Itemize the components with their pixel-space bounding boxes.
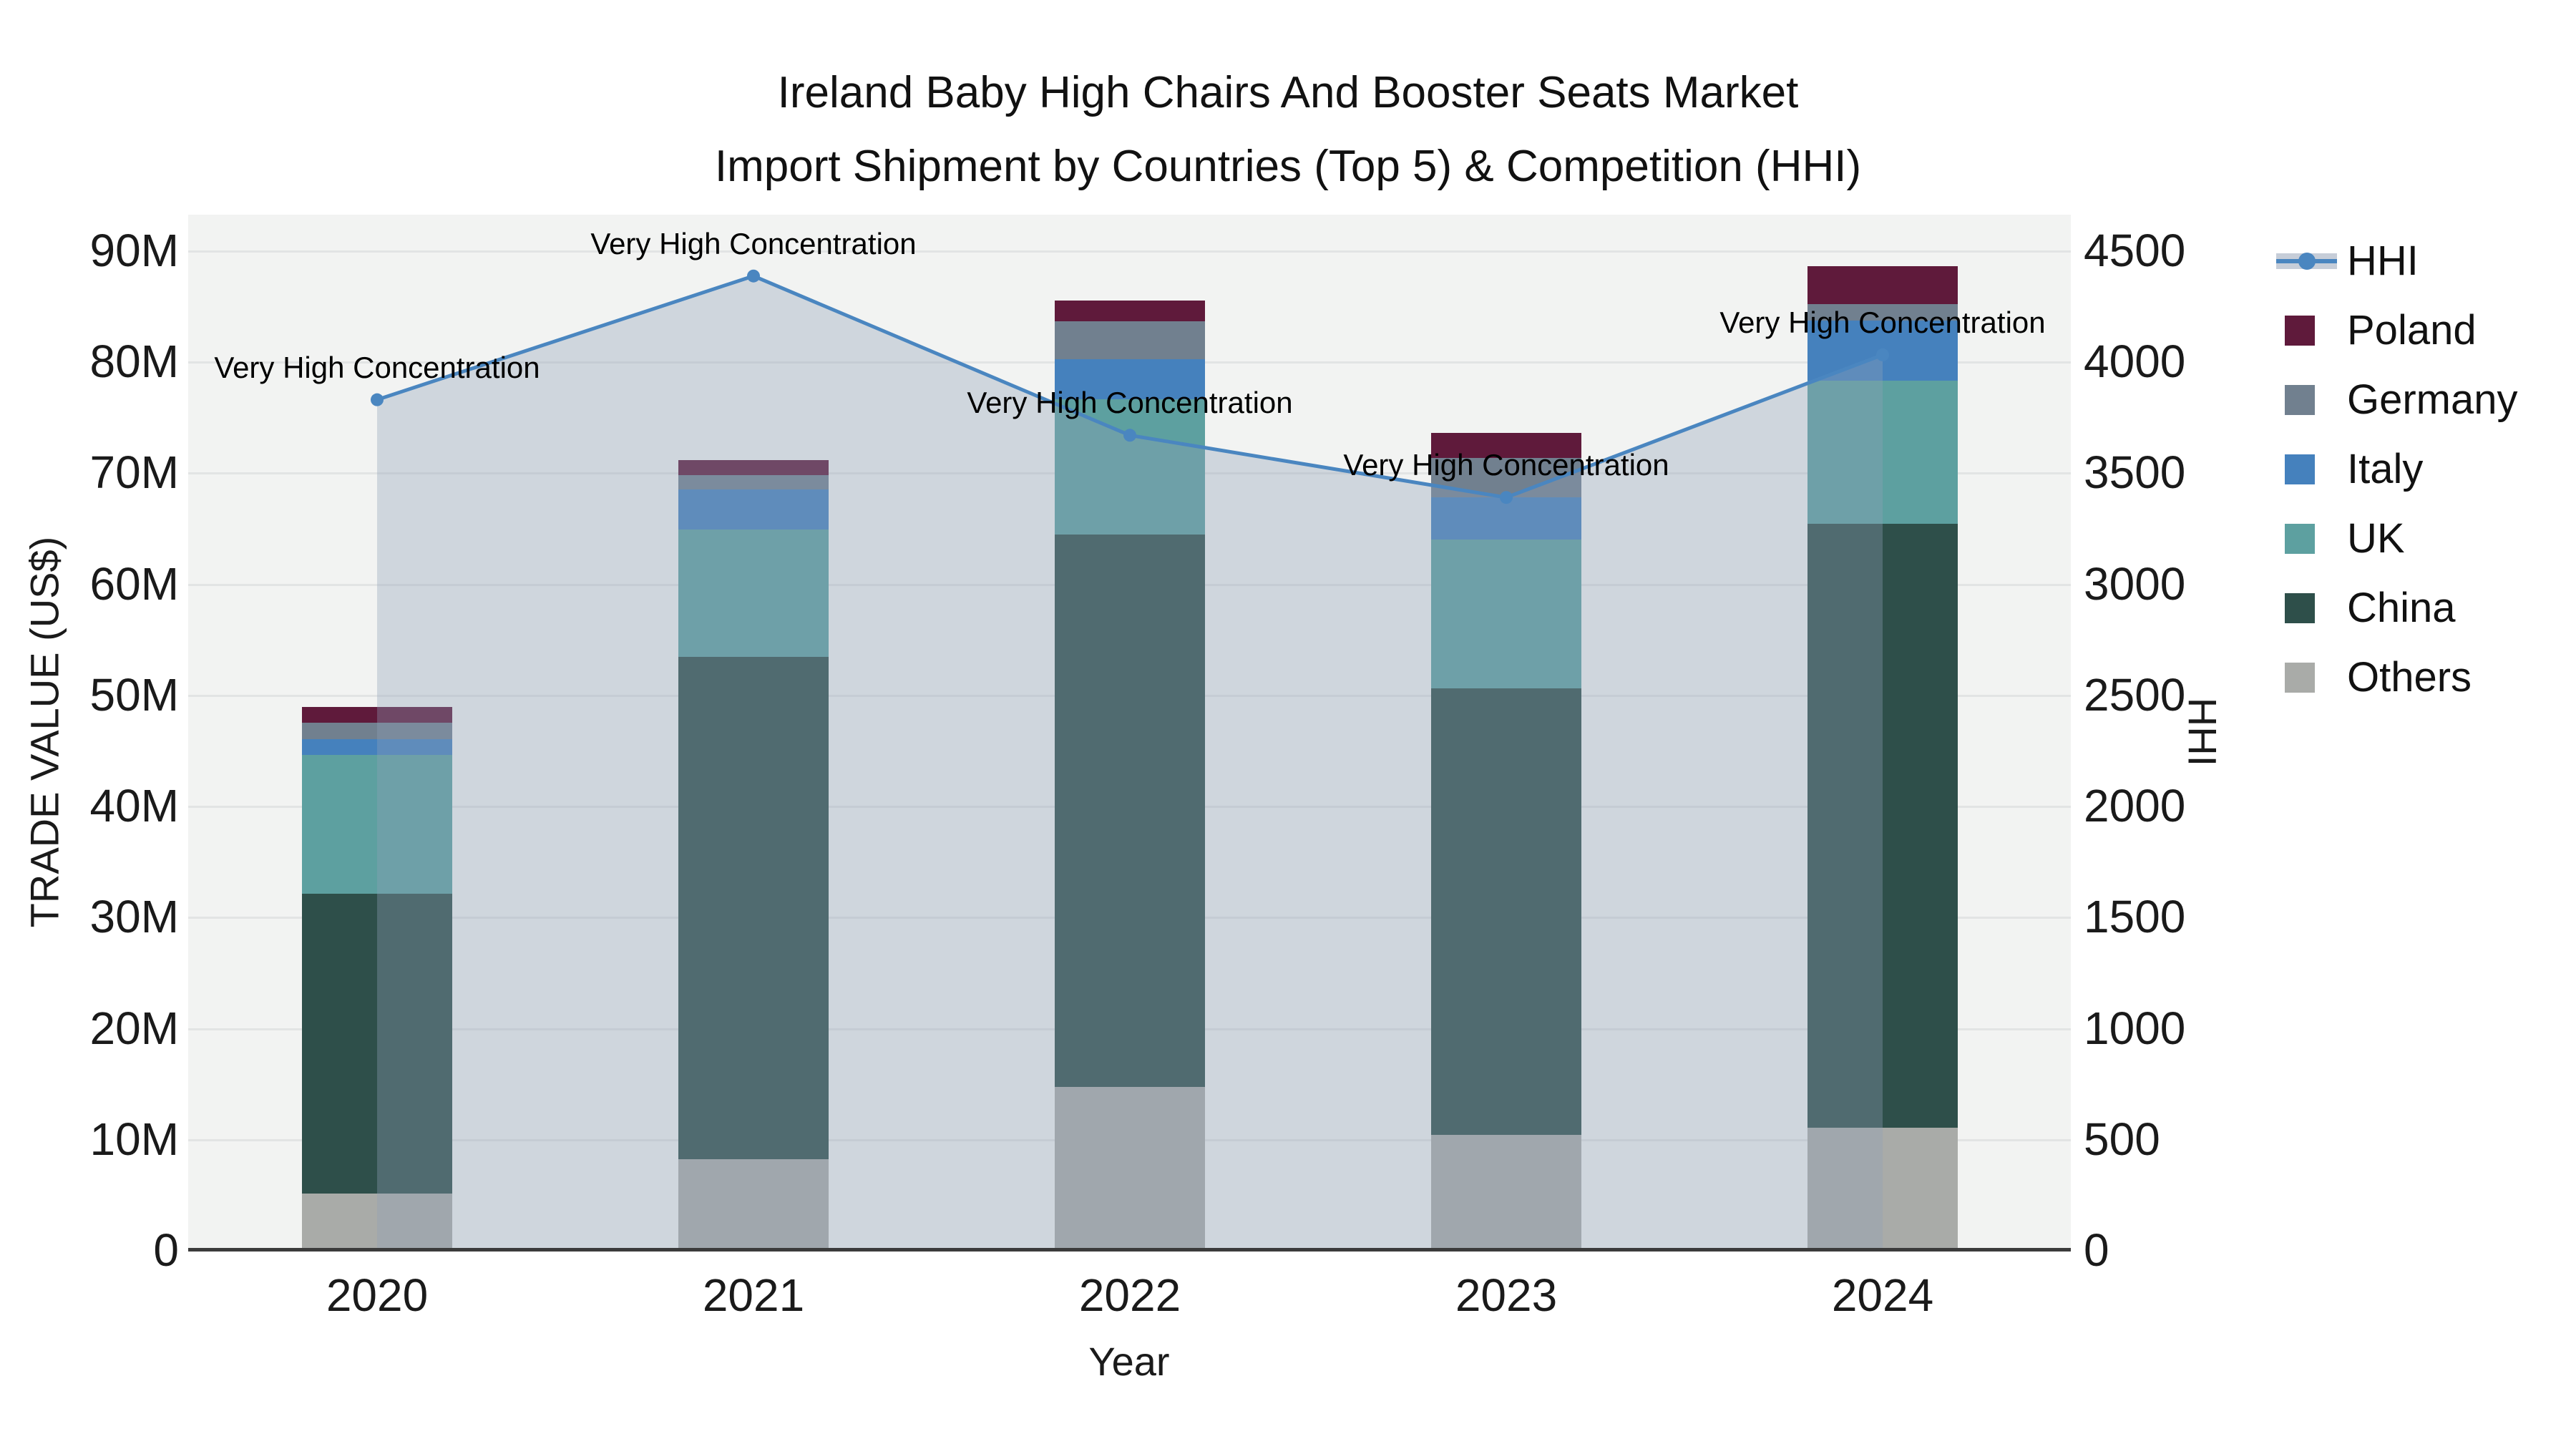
y-left-tick-20M: 20M bbox=[89, 1002, 180, 1054]
legend-swatch-icon bbox=[2276, 592, 2337, 623]
hhi-point-2022 bbox=[1123, 429, 1136, 442]
bar-germany-2021 bbox=[678, 474, 829, 489]
y-left-tick-60M: 60M bbox=[89, 557, 180, 610]
y-right-tick-1500: 1500 bbox=[2084, 891, 2186, 943]
bar-china-2024 bbox=[1807, 523, 1958, 1128]
bar-others-2020 bbox=[302, 1193, 452, 1250]
bar-others-2021 bbox=[678, 1158, 829, 1250]
legend-label: Poland bbox=[2347, 307, 2477, 353]
legend-item-others[interactable]: Others bbox=[2276, 643, 2518, 712]
hhi-area-fill bbox=[377, 275, 1883, 1250]
hhi-point-2023 bbox=[1500, 491, 1513, 504]
y-right-tick-3500: 3500 bbox=[2084, 447, 2186, 499]
bar-china-2023 bbox=[1431, 688, 1581, 1135]
y-right-tick-4500: 4500 bbox=[2084, 225, 2186, 277]
bar-poland-2022 bbox=[1055, 300, 1205, 322]
annotation-2020: Very High Concentration bbox=[214, 350, 540, 384]
legend-swatch-icon bbox=[2276, 384, 2337, 415]
plot-area: Very High Concentration Very High Concent… bbox=[188, 215, 2071, 1252]
bar-uk-2023 bbox=[1431, 539, 1581, 688]
y-right-tick-0: 0 bbox=[2084, 1224, 2109, 1276]
gridline-90M bbox=[188, 250, 2071, 253]
x-axis-line bbox=[188, 1248, 2071, 1252]
y-right-tick-4000: 4000 bbox=[2084, 336, 2186, 388]
x-tick-2022: 2022 bbox=[1078, 1269, 1181, 1321]
bar-italy-2023 bbox=[1431, 497, 1581, 540]
legend-item-poland[interactable]: Poland bbox=[2276, 296, 2518, 365]
y-left-tick-0: 0 bbox=[153, 1224, 179, 1276]
annotation-2024: Very High Concentration bbox=[1719, 305, 2046, 339]
y-right-tick-2500: 2500 bbox=[2084, 668, 2186, 721]
y-left-tick-90M: 90M bbox=[89, 225, 180, 277]
hhi-point-2024 bbox=[1876, 348, 1889, 361]
legend-label: Germany bbox=[2347, 376, 2518, 423]
annotation-2022: Very High Concentration bbox=[967, 386, 1293, 420]
hhi-point-2021 bbox=[747, 269, 760, 283]
legend-swatch-icon bbox=[2276, 454, 2337, 484]
legend-label: Italy bbox=[2347, 446, 2424, 492]
x-axis-title: Year bbox=[1088, 1339, 1170, 1384]
y-left-tick-80M: 80M bbox=[89, 336, 180, 388]
bar-uk-2021 bbox=[678, 529, 829, 658]
bar-germany-2020 bbox=[302, 722, 452, 739]
bar-poland-2020 bbox=[302, 707, 452, 723]
x-tick-2021: 2021 bbox=[702, 1269, 805, 1321]
legend-label: China bbox=[2347, 585, 2456, 631]
bar-poland-2023 bbox=[1431, 432, 1581, 459]
legend-swatch-icon bbox=[2276, 315, 2337, 346]
x-tick-2020: 2020 bbox=[326, 1269, 429, 1321]
annotation-2023: Very High Concentration bbox=[1343, 448, 1669, 482]
y-left-tick-40M: 40M bbox=[89, 780, 180, 832]
chart-title-line2: Import Shipment by Countries (Top 5) & C… bbox=[714, 142, 1862, 191]
x-tick-2023: 2023 bbox=[1455, 1269, 1558, 1321]
bar-uk-2024 bbox=[1807, 380, 1958, 524]
bar-uk-2022 bbox=[1055, 399, 1205, 535]
legend-swatch-icon bbox=[2276, 523, 2337, 554]
hhi-line-swatch-icon bbox=[2276, 252, 2337, 270]
bar-china-2021 bbox=[678, 657, 829, 1159]
bar-others-2024 bbox=[1807, 1128, 1958, 1250]
legend-item-italy[interactable]: Italy bbox=[2276, 434, 2518, 504]
bar-others-2023 bbox=[1431, 1134, 1581, 1250]
x-tick-2024: 2024 bbox=[1831, 1269, 1934, 1321]
legend-label: UK bbox=[2347, 515, 2405, 562]
legend-label: HHI bbox=[2347, 238, 2419, 284]
bar-poland-2024 bbox=[1807, 265, 1958, 304]
bar-poland-2021 bbox=[678, 460, 829, 475]
y-right-tick-3000: 3000 bbox=[2084, 557, 2186, 610]
y-left-tick-30M: 30M bbox=[89, 891, 180, 943]
legend-item-germany[interactable]: Germany bbox=[2276, 365, 2518, 434]
legend: HHI Poland Germany Italy UK China Others bbox=[2276, 226, 2518, 712]
legend-item-hhi[interactable]: HHI bbox=[2276, 226, 2518, 296]
hhi-overlay bbox=[371, 269, 1889, 1250]
bar-china-2022 bbox=[1055, 535, 1205, 1087]
bar-germany-2024 bbox=[1807, 303, 1958, 321]
legend-label: Others bbox=[2347, 654, 2472, 701]
bar-china-2020 bbox=[302, 893, 452, 1194]
y-left-tick-50M: 50M bbox=[89, 668, 180, 721]
bar-others-2022 bbox=[1055, 1086, 1205, 1250]
y-right-tick-500: 500 bbox=[2084, 1113, 2160, 1165]
bar-italy-2021 bbox=[678, 489, 829, 530]
legend-item-china[interactable]: China bbox=[2276, 573, 2518, 643]
bar-italy-2020 bbox=[302, 739, 452, 755]
legend-swatch-icon bbox=[2276, 662, 2337, 693]
hhi-point-2020 bbox=[371, 393, 384, 406]
annotation-2021: Very High Concentration bbox=[590, 226, 917, 260]
y-left-tick-10M: 10M bbox=[89, 1113, 180, 1165]
bar-germany-2022 bbox=[1055, 321, 1205, 360]
y-right-tick-2000: 2000 bbox=[2084, 780, 2186, 832]
chart-title: Ireland Baby High Chairs And Booster Sea… bbox=[0, 56, 2576, 203]
legend-item-uk[interactable]: UK bbox=[2276, 504, 2518, 573]
bar-uk-2020 bbox=[302, 754, 452, 894]
chart-title-line1: Ireland Baby High Chairs And Booster Sea… bbox=[777, 68, 1799, 117]
y-left-tick-70M: 70M bbox=[89, 447, 180, 499]
y-right-tick-1000: 1000 bbox=[2084, 1002, 2186, 1054]
bar-italy-2022 bbox=[1055, 359, 1205, 400]
